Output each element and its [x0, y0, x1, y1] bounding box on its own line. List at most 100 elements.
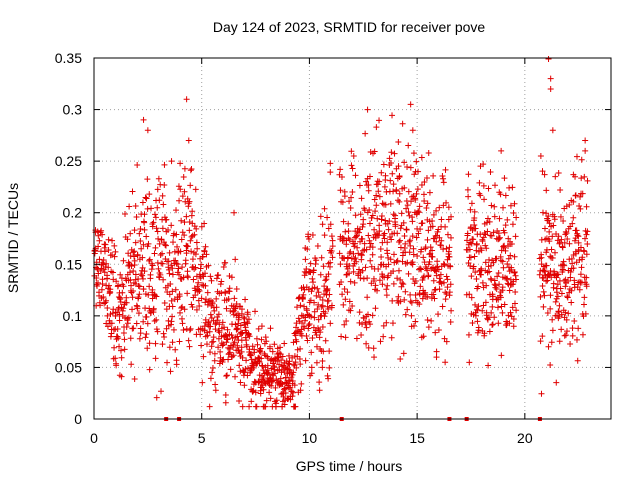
data-point: [583, 274, 590, 281]
data-point: [188, 301, 195, 308]
data-point: [409, 127, 416, 134]
data-point: [508, 240, 515, 247]
data-point: [140, 241, 147, 248]
data-point: [118, 354, 125, 361]
data-point: [147, 275, 154, 282]
data-point: [257, 390, 264, 397]
data-point: [100, 293, 107, 300]
data-point: [316, 379, 323, 386]
data-point: [537, 293, 544, 300]
data-point: [317, 329, 324, 336]
data-point: [234, 326, 241, 333]
data-point: [349, 165, 356, 172]
data-point: [179, 229, 186, 236]
data-point: [154, 204, 161, 211]
data-point: [440, 246, 447, 253]
data-point: [338, 173, 345, 180]
data-point: [505, 255, 512, 262]
data-point: [123, 324, 130, 331]
data-point: [273, 400, 280, 407]
data-point: [545, 343, 552, 350]
data-point: [146, 256, 153, 263]
data-point: [238, 330, 245, 337]
data-point: [302, 256, 309, 263]
data-point: [311, 308, 318, 315]
data-point: [488, 309, 495, 316]
data-point: [420, 333, 427, 340]
data-point: [443, 199, 450, 206]
data-point: [376, 117, 383, 124]
data-point: [576, 203, 583, 210]
data-point: [269, 348, 276, 355]
data-point: [169, 271, 176, 278]
data-point: [98, 227, 105, 234]
data-point: [382, 172, 389, 179]
data-point: [153, 316, 160, 323]
data-point: [146, 283, 153, 290]
data-point: [385, 272, 392, 279]
data-point: [160, 201, 167, 208]
data-point: [555, 233, 562, 240]
data-point: [464, 230, 471, 237]
data-point: [167, 321, 174, 328]
data-point: [167, 368, 174, 375]
data-point: [404, 259, 411, 266]
data-point: [501, 229, 508, 236]
data-point: [116, 317, 123, 324]
data-point: [315, 301, 322, 308]
data-point: [327, 169, 334, 176]
data-point: [132, 271, 139, 278]
data-point: [131, 248, 138, 255]
data-point: [491, 213, 498, 220]
axis-ticks: 0 0.05 0.1 0.15 0.2 0.25 0.3 0.35 0 5 10 15 20: [55, 50, 611, 446]
data-point: [140, 275, 147, 282]
data-point: [161, 334, 168, 341]
data-point: [315, 316, 322, 323]
data-point: [436, 286, 443, 293]
data-point: [478, 247, 485, 254]
data-point: [298, 312, 305, 319]
data-point: [581, 173, 588, 180]
data-point: [293, 338, 300, 345]
data-point: [446, 253, 453, 260]
data-point: [348, 194, 355, 201]
data-point: [381, 230, 388, 237]
data-point: [314, 306, 321, 313]
data-point: [189, 208, 196, 215]
data-point: [499, 284, 506, 291]
data-point: [541, 292, 548, 299]
data-point: [506, 287, 513, 294]
data-point: [244, 372, 251, 379]
data-point: [274, 358, 281, 365]
data-point: [139, 254, 146, 261]
data-point: [139, 199, 146, 206]
data-point: [127, 252, 134, 259]
data-point: [582, 235, 589, 242]
data-point: [133, 320, 140, 327]
data-point: [481, 196, 488, 203]
data-point: [209, 369, 216, 376]
data-point: [545, 213, 552, 220]
y-axis-label: SRMTID / TECUs: [5, 183, 21, 293]
data-point: [120, 283, 127, 290]
data-point: [582, 147, 589, 154]
data-point: [501, 301, 508, 308]
data-point: [429, 223, 436, 230]
data-point: [484, 228, 491, 235]
data-point: [129, 306, 136, 313]
data-point: [352, 212, 359, 219]
data-point: [500, 264, 507, 271]
data-point: [471, 222, 478, 229]
data-point: [148, 266, 155, 273]
data-point: [168, 222, 175, 229]
data-point: [572, 173, 579, 180]
data-point: [396, 237, 403, 244]
data-point: [154, 328, 161, 335]
data-point: [436, 275, 443, 282]
data-point: [309, 231, 316, 238]
data-point: [397, 298, 404, 305]
data-point: [230, 308, 237, 315]
data-point: [144, 127, 151, 134]
data-point: [303, 307, 310, 314]
data-point: [428, 317, 435, 324]
